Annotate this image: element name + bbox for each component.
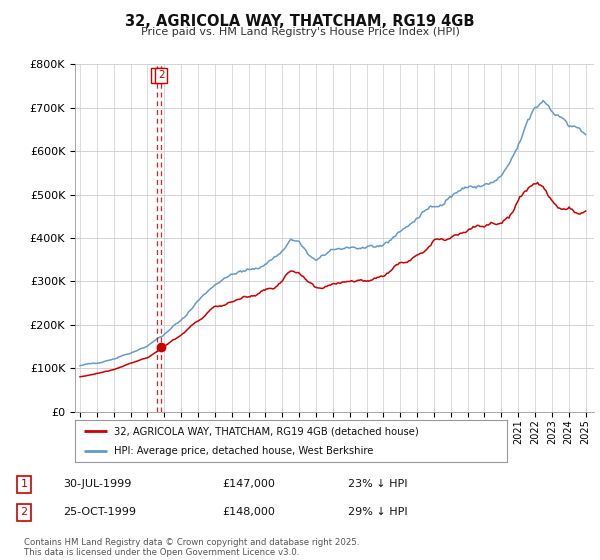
Text: 30-JUL-1999: 30-JUL-1999 xyxy=(63,479,131,489)
Text: 32, AGRICOLA WAY, THATCHAM, RG19 4GB: 32, AGRICOLA WAY, THATCHAM, RG19 4GB xyxy=(125,14,475,29)
Text: £147,000: £147,000 xyxy=(222,479,275,489)
Text: 32, AGRICOLA WAY, THATCHAM, RG19 4GB (detached house): 32, AGRICOLA WAY, THATCHAM, RG19 4GB (de… xyxy=(114,426,419,436)
Text: £148,000: £148,000 xyxy=(222,507,275,517)
Text: 2: 2 xyxy=(20,507,28,517)
Text: Contains HM Land Registry data © Crown copyright and database right 2025.
This d: Contains HM Land Registry data © Crown c… xyxy=(24,538,359,557)
Text: 23% ↓ HPI: 23% ↓ HPI xyxy=(348,479,407,489)
Text: 25-OCT-1999: 25-OCT-1999 xyxy=(63,507,136,517)
Text: 29% ↓ HPI: 29% ↓ HPI xyxy=(348,507,407,517)
Text: 1: 1 xyxy=(154,70,161,80)
Text: HPI: Average price, detached house, West Berkshire: HPI: Average price, detached house, West… xyxy=(114,446,373,456)
Text: 1: 1 xyxy=(20,479,28,489)
Text: Price paid vs. HM Land Registry's House Price Index (HPI): Price paid vs. HM Land Registry's House … xyxy=(140,27,460,37)
Text: 2: 2 xyxy=(158,70,164,80)
